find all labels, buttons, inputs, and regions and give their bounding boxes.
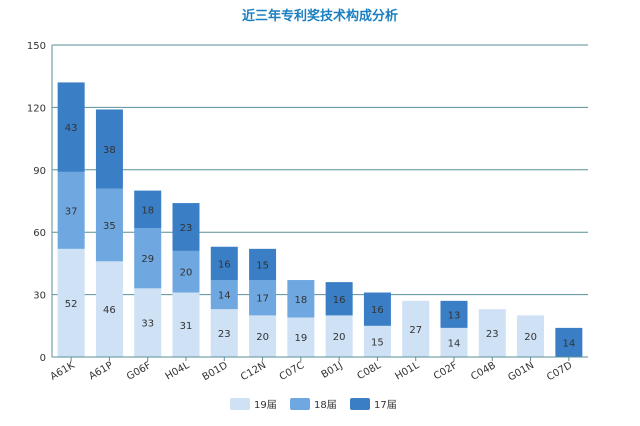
y-axis: 0 30 60 90 120 150 [27,41,53,364]
legend-swatch [350,398,370,410]
bar-segment [287,317,315,357]
bar-segment [134,228,162,289]
data-label: 43 [65,123,78,134]
bar-segment [172,250,200,293]
data-label: 14 [562,338,575,349]
data-label: 20 [333,332,346,343]
y-tick-label: 0 [40,353,46,364]
bars: 52 37 43 46 35 38 33 29 18 31 20 23 23 14 16 20 17 15 19 18… [57,82,583,357]
x-axis: A61K A61P G06F H04L B01D C12N C07C B01J C08L H01L… [49,356,588,384]
data-label: 46 [103,305,116,316]
data-label: 20 [180,268,193,279]
x-tick-label: G06F [125,360,153,383]
y-tick-label: 150 [27,41,46,52]
bar-segment [57,248,85,357]
bar-segment [57,82,85,172]
x-tick-label: B01J [320,360,345,381]
legend: 19届 18届 17届 [230,398,397,411]
bar-segment [363,292,391,326]
bar-segment [249,248,277,281]
x-tick-label: G01N [506,360,536,384]
bar-segment [95,109,123,189]
x-tick-label: C08L [356,360,384,382]
bar-segment [517,315,545,357]
legend-label: 18届 [314,399,337,411]
data-label: 15 [256,260,269,271]
data-label: 29 [141,254,154,265]
data-label: 31 [180,321,193,332]
x-tick-label: C04B [469,360,498,383]
data-label: 16 [371,305,384,316]
x-tick-label: A61K [49,360,78,383]
data-label: 23 [180,223,193,234]
x-tick-label: C12N [239,360,268,383]
bar-segment [402,300,430,357]
x-tick-label: C02F [432,360,460,382]
bar-segment [249,315,277,357]
y-tick-label: 90 [33,166,46,177]
bar-segment [172,292,200,357]
bar-segment [210,280,238,310]
data-label: 13 [448,310,461,321]
bar-segment [95,188,123,262]
bar-segment [210,309,238,357]
data-label: 20 [256,332,269,343]
bar-segment [325,282,353,316]
bar-segment [440,327,468,357]
data-label: 23 [486,329,499,340]
data-label: 20 [524,332,537,343]
data-label: 52 [65,299,78,310]
bar-segment [210,246,238,281]
x-tick-label: B01D [201,360,230,383]
bar-segment [57,171,85,249]
data-label: 38 [103,145,116,156]
legend-label: 17届 [374,399,397,411]
y-tick-label: 30 [33,291,46,302]
data-label: 14 [218,291,231,302]
grid-lines [52,44,588,358]
data-label: 16 [333,295,346,306]
chart-title: 近三年专利奖技术构成分析 [242,8,398,24]
bar-segment [363,325,391,357]
y-tick-label: 120 [27,103,46,114]
legend-label: 19届 [254,399,277,411]
x-tick-label: C07D [545,360,574,383]
bar-segment [134,288,162,357]
data-label: 19 [294,333,307,344]
data-label: 18 [294,295,307,306]
y-tick-label: 60 [33,228,46,239]
legend-swatch [290,398,310,410]
data-label: 17 [256,294,269,305]
data-label: 23 [218,329,231,340]
data-label: 18 [141,205,154,216]
data-label: 27 [409,325,422,336]
x-tick-label: H04L [164,360,192,383]
data-label: 33 [141,319,154,330]
bar-segment [325,315,353,357]
data-label: 35 [103,221,116,232]
bar-segment [287,280,315,318]
x-tick-label: A61P [87,360,115,382]
bar-segment [478,309,506,357]
bar-segment [95,261,123,357]
x-tick-label: H01L [393,360,421,383]
data-label: 15 [371,337,384,348]
bar-segment [440,300,468,328]
x-tick-label: C07C [278,360,307,383]
bar-segment [249,280,277,316]
bar-segment [555,327,583,357]
data-label: 16 [218,259,231,270]
bar-segment [134,190,162,229]
legend-swatch [230,398,250,410]
data-label: 14 [448,338,461,349]
data-label: 37 [65,206,78,217]
bar-segment [172,203,200,251]
